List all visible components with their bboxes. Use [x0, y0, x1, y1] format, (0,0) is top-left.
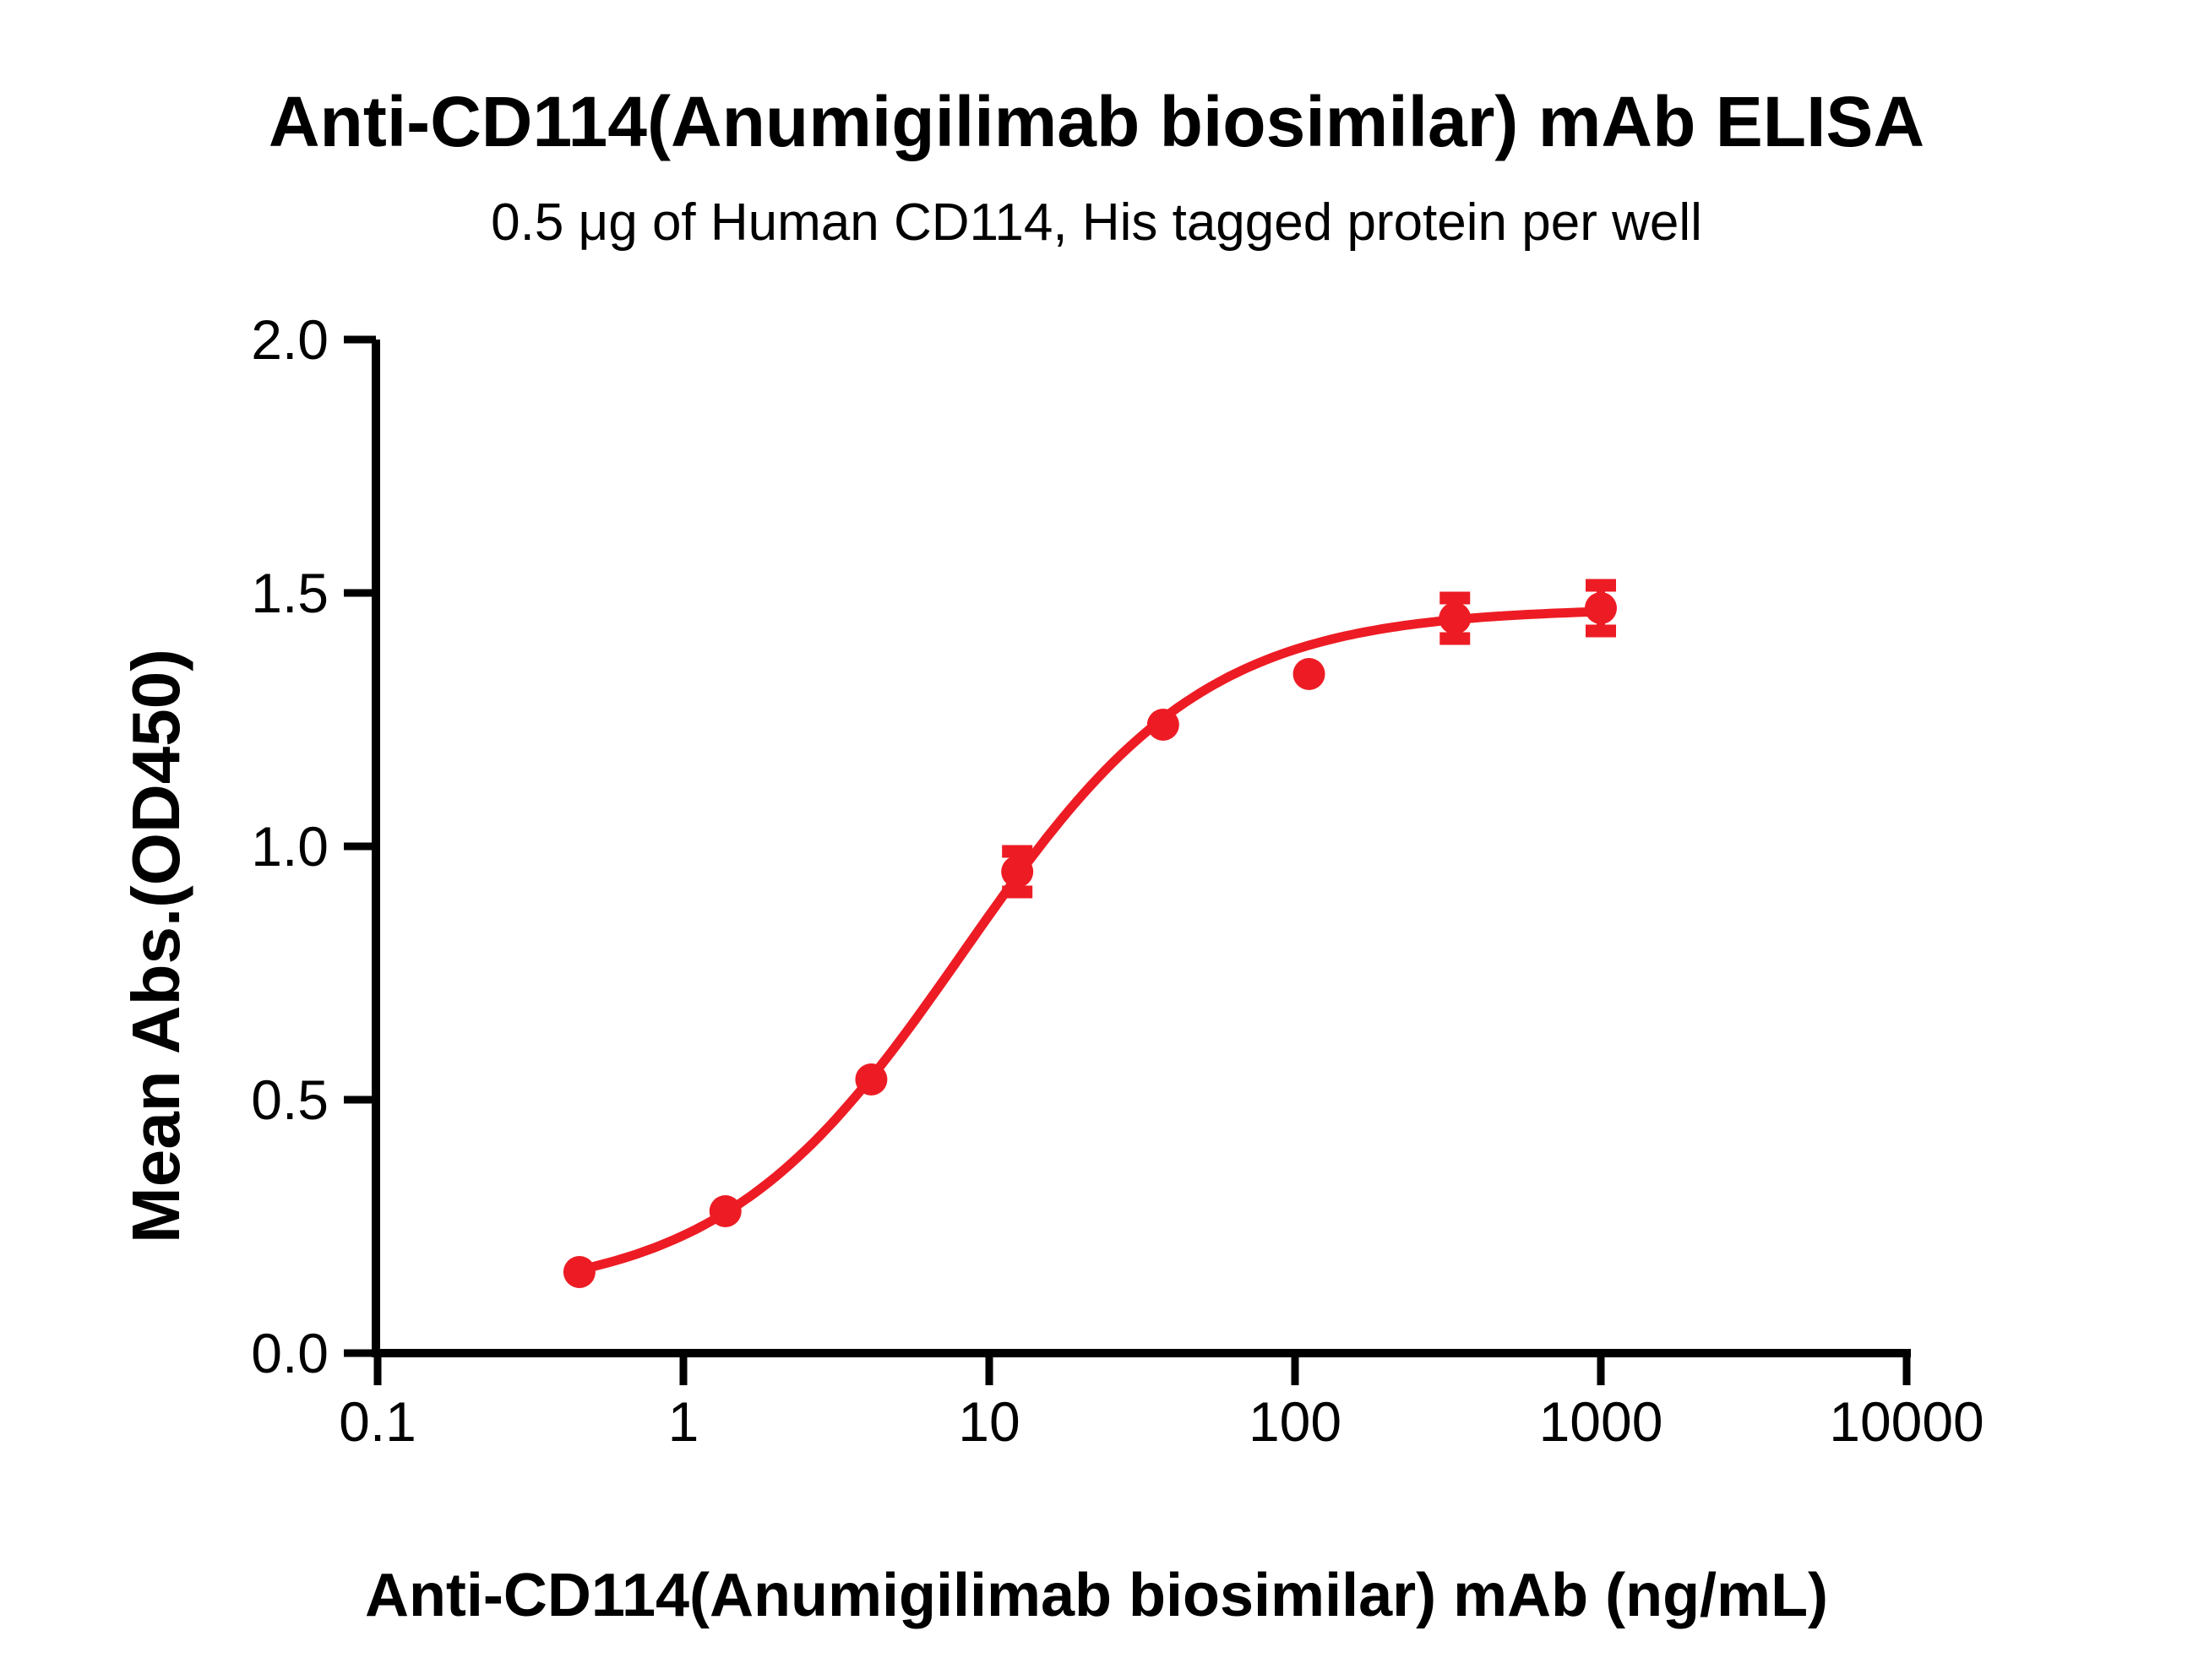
chart-subtitle: 0.5 μg of Human CD114, His tagged protei… — [491, 193, 1702, 252]
error-bar-cap-top — [1002, 845, 1033, 858]
y-tick-label: 1.5 — [251, 562, 329, 624]
y-tick-label: 0.0 — [251, 1322, 329, 1384]
chart-title: Anti-CD114(Anumigilimab biosimilar) mAb … — [268, 82, 1925, 161]
x-tick-label: 0.1 — [339, 1390, 416, 1453]
y-tick-label: 1.0 — [251, 815, 329, 878]
x-tick-label: 1000 — [1539, 1390, 1663, 1453]
x-axis-title: Anti-CD114(Anumigilimab biosimilar) mAb … — [364, 1562, 1829, 1629]
error-bar-cap-bottom — [1002, 885, 1033, 899]
error-bar-cap-bottom — [1586, 624, 1616, 638]
data-point-marker — [1146, 709, 1179, 741]
x-tick-label: 10000 — [1829, 1390, 1984, 1453]
x-tick-label: 100 — [1249, 1390, 1341, 1453]
x-tick-label: 10 — [958, 1390, 1020, 1453]
y-tick-label: 2.0 — [251, 308, 329, 371]
x-tick-label: 1 — [668, 1390, 699, 1453]
data-point-marker — [1439, 602, 1472, 634]
data-point-marker — [855, 1063, 888, 1096]
data-point-marker — [1292, 658, 1325, 690]
error-bar-cap-top — [1439, 591, 1471, 605]
fit-curve — [574, 606, 1606, 1275]
data-point-marker — [1001, 856, 1034, 888]
error-bar-cap-top — [1586, 579, 1616, 592]
y-tick-label: 0.5 — [251, 1068, 329, 1131]
error-bar-cap-bottom — [1439, 632, 1471, 645]
data-point-marker — [1585, 592, 1617, 624]
data-point-marker — [563, 1256, 596, 1288]
data-point-marker — [709, 1195, 742, 1227]
